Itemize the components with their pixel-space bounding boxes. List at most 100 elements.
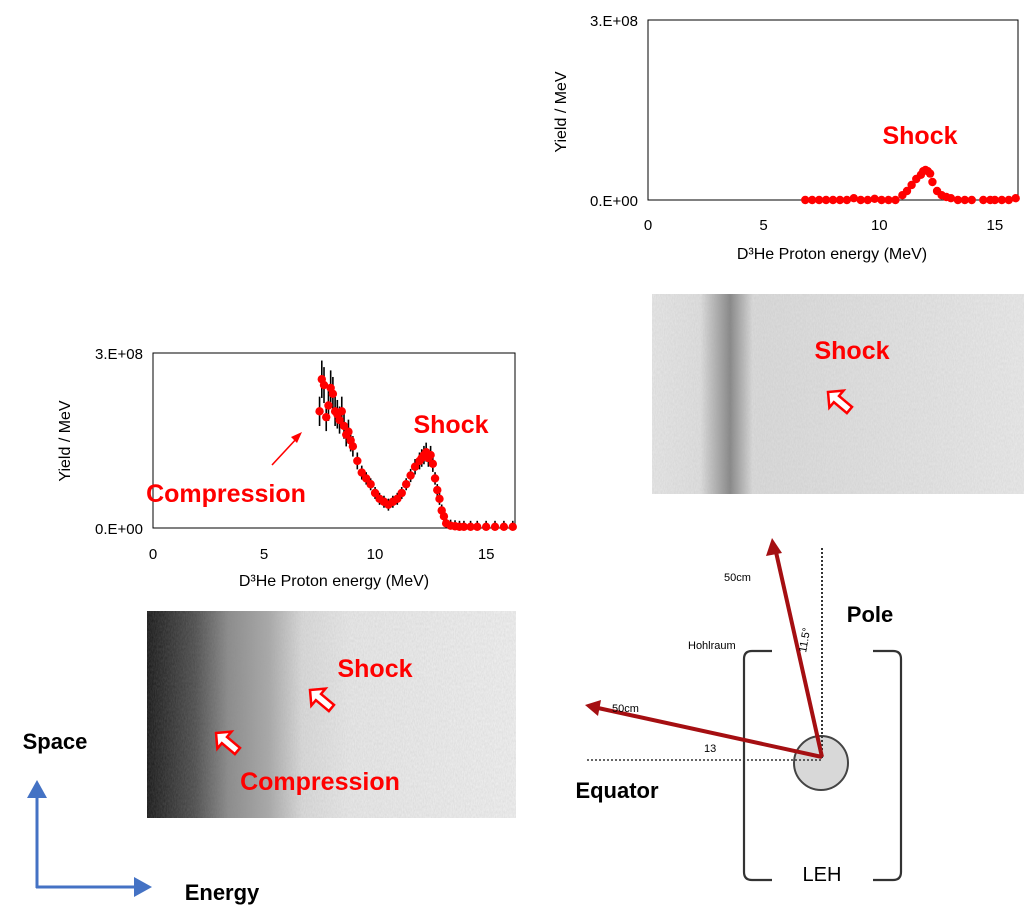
pole-vector-arrowhead [766,538,782,556]
top-data-point [814,195,824,205]
left-data-point [410,462,420,471]
top-data-point [891,195,900,205]
top-data-point [946,194,956,203]
top-data-point [967,195,976,205]
left-data-point [466,522,475,532]
left-data-point [490,522,500,532]
top-image-shock-arrow [826,389,854,415]
equator-vector-arrowhead [585,700,601,716]
left-data-point [481,522,491,532]
left-x-axis-label: D³He Proton energy (MeV) [239,573,429,590]
top-data-point [1011,194,1020,203]
top-data-point [842,195,852,205]
left-data-point [353,456,362,466]
top-x-axis-label: D³He Proton energy (MeV) [737,246,927,263]
top-x-tick-10: 10 [871,217,888,234]
left-data-point [366,480,375,489]
pole-label: Pole [847,602,893,627]
left-data-point [324,401,333,410]
top-series [801,165,1020,205]
top-data-point [856,195,865,205]
top-chart: 3.E+08 0.E+00 0 5 10 15 D³He Proton ener… [553,13,1020,263]
top-data-point [835,195,845,205]
space-axis-arrowhead [27,780,47,798]
top-data-point [821,195,831,205]
left-data-point [433,485,442,495]
top-data-point [902,186,912,196]
left-data-point [426,450,435,460]
pole-vector [774,551,824,758]
top-shock-label: Shock [882,122,957,150]
left-data-point [362,474,371,483]
left-series [315,375,517,532]
energy-axis-arrowhead [134,877,152,897]
left-data-point [328,389,338,399]
left-compression-arrowhead [291,432,302,443]
left-data-point [357,468,366,477]
space-energy-axes: Space Energy [23,729,260,905]
top-data-point [849,194,859,203]
hohlraum-diagram: Hohlraum LEH 50cm 50cm 11.5° 13 Pole Equ… [575,538,903,886]
left-y-tick-max: 3.E+08 [95,346,143,363]
top-y-tick-min: 0.E+00 [590,193,638,210]
top-data-point [928,177,937,187]
top-y-tick-max: 3.E+08 [590,13,638,30]
top-data-point [863,195,872,205]
pole-distance-label: 50cm [724,572,751,584]
left-image-shock-arrow [308,687,336,713]
top-image-shock-label: Shock [814,337,889,365]
pole-angle-label: 11.5° [797,627,813,654]
left-image-compression-arrow [214,730,242,756]
left-data-point [393,494,402,504]
left-data-point [322,412,331,422]
energy-label: Energy [185,880,260,905]
top-x-tick-15: 15 [987,217,1004,234]
left-data-point [435,494,444,504]
top-x-tick-0: 0 [644,217,652,234]
left-x-tick-10: 10 [367,546,384,563]
left-chart: 3.E+08 0.E+00 0 5 10 15 D³He Proton ener… [57,346,517,590]
left-image-shock-label: Shock [337,655,412,683]
left-x-tick-5: 5 [260,546,268,563]
left-data-point [401,480,411,489]
top-data-point [907,180,916,190]
left-image-compression-label: Compression [240,768,400,796]
top-plot-frame [647,19,1019,201]
left-y-tick-min: 0.E+00 [95,521,143,538]
left-data-point [428,459,438,469]
top-data-point [997,195,1007,205]
left-shock-label: Shock [413,411,488,439]
left-data-point [315,407,324,416]
top-data-point [990,195,1000,205]
left-compression-label: Compression [146,480,306,508]
top-data-point [960,195,970,205]
left-error-bars [318,360,514,528]
equator-label: Equator [575,778,659,803]
hohlraum-left-bracket [742,649,772,882]
left-data-point [406,471,415,480]
left-streak-image: Shock Compression [147,611,516,818]
top-data-point [870,194,879,203]
top-data-point [953,195,963,205]
top-x-tick-5: 5 [759,217,767,234]
top-data-point [877,195,886,205]
left-data-point [339,421,349,431]
left-data-point [439,512,449,521]
left-data-point [508,522,517,532]
top-data-point [925,169,935,178]
top-y-axis-label: Yield / MeV [553,71,570,153]
left-compression-arrow [271,436,299,466]
hohlraum-label: Hohlraum [688,640,736,652]
top-data-point [979,195,988,205]
left-data-point [337,407,346,416]
left-data-point [348,442,358,451]
top-data-point [884,195,893,205]
left-data-point [344,427,353,436]
hohlraum-right-bracket [873,649,903,882]
left-data-point [499,522,509,532]
left-x-tick-0: 0 [149,546,157,563]
left-data-point [473,522,482,532]
equator-vector [597,706,823,759]
top-streak-image: Shock [652,294,1024,494]
